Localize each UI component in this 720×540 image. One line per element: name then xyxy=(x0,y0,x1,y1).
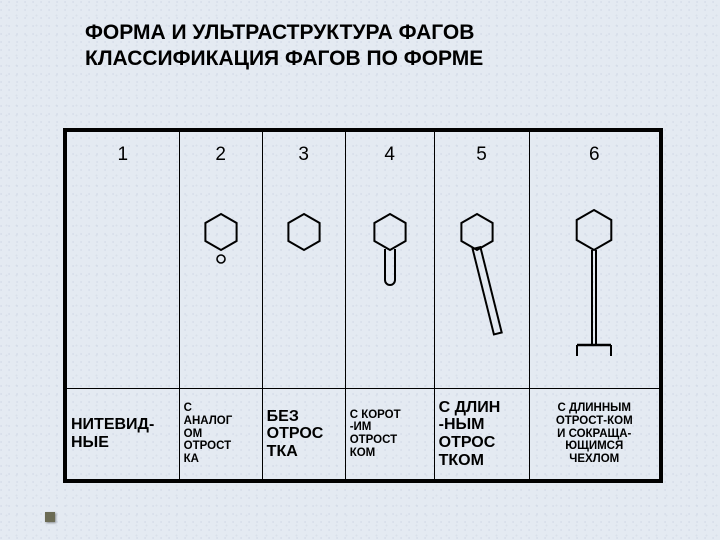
col-num-2: 2 xyxy=(179,132,262,179)
diagram-cell-5 xyxy=(434,178,529,389)
label-5: С ДЛИН-НЫМОТРОСТКОМ xyxy=(434,389,529,480)
label-1: НИТЕВИД-НЫЕ xyxy=(67,389,180,480)
phage-hexagon-icon xyxy=(264,190,344,270)
diagram-cell-3 xyxy=(262,178,345,389)
label-6: С ДЛИННЫМОТРОСТ-КОМИ СОКРАЩА-ЮЩИМСЯЧЕХЛО… xyxy=(529,389,660,480)
header-row: 1 2 3 4 5 6 xyxy=(67,132,660,179)
col-num-3: 3 xyxy=(262,132,345,179)
diagram-row xyxy=(67,178,660,389)
slide-bullet-icon xyxy=(45,512,55,522)
label-4: С КОРОТ-ИМОТРОСТКОМ xyxy=(345,389,434,480)
label-3: БЕЗОТРОСТКА xyxy=(262,389,345,480)
page-title: ФОРМА И УЛЬТРАСТРУКТУРА ФАГОВ КЛАССИФИКА… xyxy=(85,20,483,73)
diagram-cell-4 xyxy=(345,178,434,389)
phage-short-tail-icon xyxy=(350,190,430,300)
phage-sheath-icon xyxy=(546,190,642,370)
phage-long-tail-icon xyxy=(437,190,527,360)
diagram-cell-2 xyxy=(179,178,262,389)
diagram-cell-6 xyxy=(529,178,660,389)
col-num-5: 5 xyxy=(434,132,529,179)
diagram-cell-1 xyxy=(67,178,180,389)
label-2: САНАЛОГОМОТРОСТКА xyxy=(179,389,262,480)
col-num-1: 1 xyxy=(67,132,180,179)
title-line-2: КЛАССИФИКАЦИЯ ФАГОВ ПО ФОРМЕ xyxy=(85,47,483,70)
phage-hexagon-ring-icon xyxy=(181,190,261,280)
col-num-4: 4 xyxy=(345,132,434,179)
label-row: НИТЕВИД-НЫЕ САНАЛОГОМОТРОСТКА БЕЗОТРОСТК… xyxy=(67,389,660,480)
title-line-1: ФОРМА И УЛЬТРАСТРУКТУРА ФАГОВ xyxy=(85,21,474,44)
classification-table: 1 2 3 4 5 6 xyxy=(63,128,663,483)
col-num-6: 6 xyxy=(529,132,660,179)
